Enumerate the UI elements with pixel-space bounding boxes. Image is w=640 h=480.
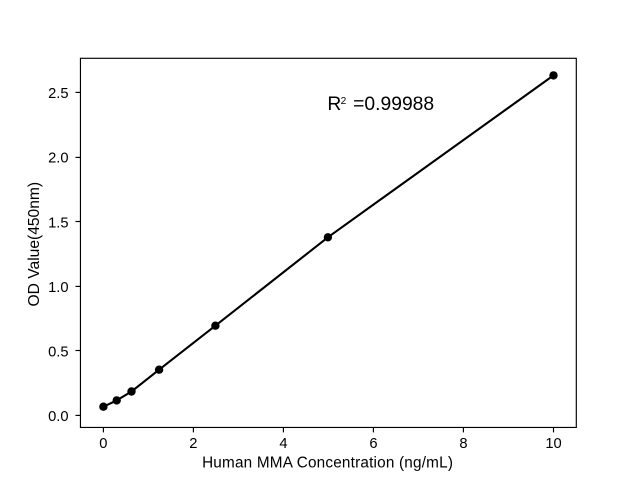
svg-text:0.5: 0.5 [48, 344, 68, 360]
svg-text:R2 =0.99988: R2 =0.99988 [327, 94, 434, 115]
svg-text:10: 10 [545, 436, 561, 452]
svg-text:2: 2 [189, 436, 197, 452]
svg-text:2.5: 2.5 [48, 86, 68, 102]
svg-text:0.0: 0.0 [48, 409, 68, 425]
svg-text:OD Value(450nm): OD Value(450nm) [26, 182, 43, 307]
svg-text:0: 0 [99, 436, 107, 452]
svg-text:1.0: 1.0 [48, 280, 68, 296]
svg-text:6: 6 [369, 436, 377, 452]
svg-text:1.5: 1.5 [48, 215, 68, 231]
svg-text:Human MMA Concentration (ng/mL: Human MMA Concentration (ng/mL) [202, 454, 453, 471]
svg-text:8: 8 [459, 436, 467, 452]
svg-text:2.0: 2.0 [48, 151, 68, 167]
svg-text:4: 4 [279, 436, 287, 452]
